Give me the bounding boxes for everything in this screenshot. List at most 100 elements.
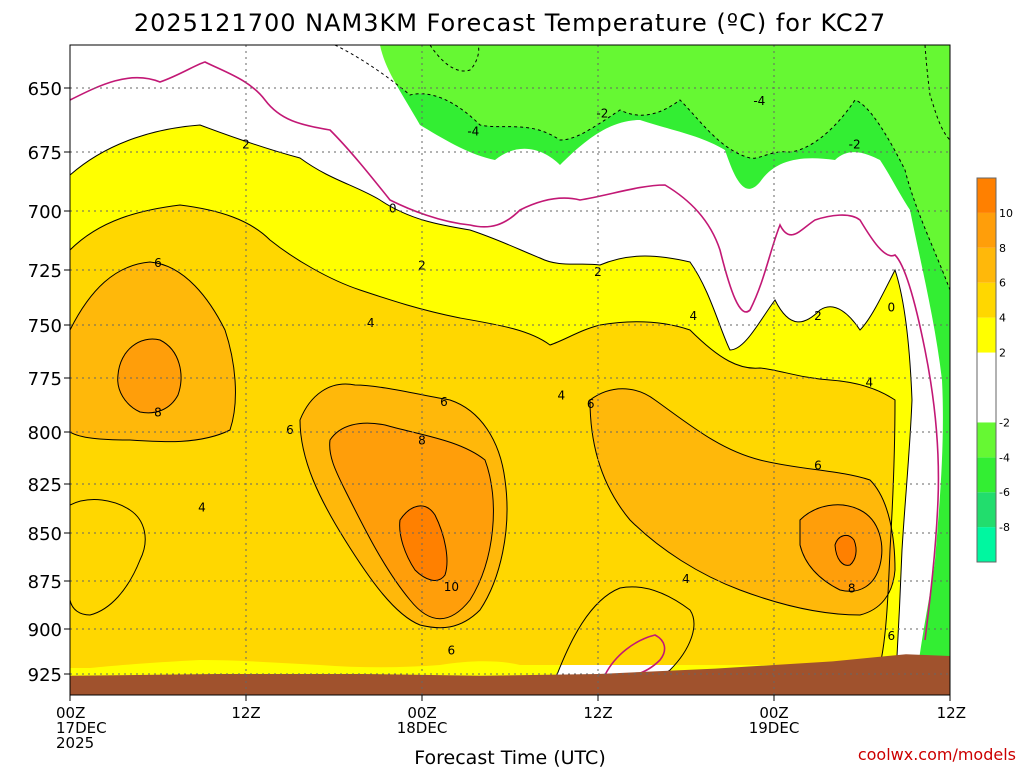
x-tick-label: 12Z xyxy=(231,704,260,722)
plot-area: 2 0 -4 -2 -4 -2 6 2 2 4 4 2 0 8 6 4 6 4 6 8 4 6 10 4 8 6 6 xyxy=(70,45,950,695)
contour-label: -4 xyxy=(753,94,765,108)
contour-line-6c-left xyxy=(70,261,236,443)
x-axis-label: Forecast Time (UTC) xyxy=(414,747,605,768)
x-tick-label: 12Z xyxy=(583,704,612,722)
contour-label: 8 xyxy=(154,406,162,420)
contour-labels: 2 0 -4 -2 -4 -2 6 2 2 4 4 2 0 8 6 4 6 4 6 8 4 6 10 4 8 6 6 xyxy=(154,94,895,658)
contour-label: 6 xyxy=(814,458,822,472)
grid xyxy=(70,45,950,695)
contour-line-minus6c xyxy=(924,45,950,141)
x-tick-label: 19DEC xyxy=(749,719,800,737)
y-tick-label: 700 xyxy=(28,202,62,223)
contour-line-minus2c xyxy=(334,45,950,291)
contour-label: -4 xyxy=(467,125,479,139)
field-10to12-right xyxy=(835,535,857,566)
colorbar-label: 4 xyxy=(999,312,1006,325)
x-tick-label: 17DEC xyxy=(56,719,107,737)
contour-label: 4 xyxy=(866,375,874,389)
field-light-green xyxy=(70,45,950,290)
colorbar-label: -6 xyxy=(999,486,1010,499)
x-tick-label: 00Z xyxy=(407,704,436,722)
contour-line-8c-center xyxy=(329,422,494,620)
contour-label: 2 xyxy=(242,137,250,151)
colorbar-bin xyxy=(977,527,996,562)
colorbar-bin xyxy=(977,247,996,283)
contour-label: 4 xyxy=(558,388,566,402)
contour-label: 6 xyxy=(888,629,896,643)
contour-label: 6 xyxy=(440,395,448,409)
contour-line-6c-center xyxy=(299,383,508,629)
y-tick-label: 900 xyxy=(28,620,62,641)
contour-label: 0 xyxy=(389,202,397,216)
y-tick-label: 800 xyxy=(28,423,62,444)
colorbar-bin xyxy=(977,457,996,493)
y-tick-label: 850 xyxy=(28,524,62,545)
y-tick-label: 725 xyxy=(28,261,62,282)
y-tick-label: 875 xyxy=(28,572,62,593)
field-8to10-left xyxy=(117,339,181,413)
contour-lines-dashed xyxy=(334,45,950,291)
contour-line-pocket-left xyxy=(70,499,146,616)
y-axis: 650 675 700 725 750 775 800 825 850 875 900 925 xyxy=(28,79,70,686)
contour-label: 4 xyxy=(682,572,690,586)
contour-label: 8 xyxy=(418,433,426,447)
colorbar-label: -8 xyxy=(999,521,1010,534)
credit-text: coolwx.com/models xyxy=(858,745,1016,764)
zero-degree-line xyxy=(70,61,940,641)
colorbar-bin xyxy=(977,352,996,423)
contour-label: 0 xyxy=(888,300,896,314)
colorbar-bin xyxy=(977,178,996,213)
y-tick-label: 650 xyxy=(28,79,62,100)
colorbar-label: -4 xyxy=(999,451,1010,464)
contour-label: 6 xyxy=(587,397,595,411)
terrain xyxy=(70,654,950,695)
contour-label: 6 xyxy=(448,644,456,658)
contour-line-2c xyxy=(70,124,913,695)
contour-label: -2 xyxy=(596,107,608,121)
colorbar-bin xyxy=(977,282,996,318)
contour-label: -2 xyxy=(849,137,861,151)
plot-frame xyxy=(69,44,951,696)
x-tick-label: 2025 xyxy=(56,734,94,752)
contour-label: 4 xyxy=(198,501,206,515)
y-tick-label: 750 xyxy=(28,316,62,337)
x-tick-label: 18DEC xyxy=(397,719,448,737)
chart-title: 2025121700 NAM3KM Forecast Temperature (… xyxy=(134,9,886,37)
colorbar-label: -2 xyxy=(999,416,1010,429)
contour-label: 2 xyxy=(594,265,602,279)
colorbar-bin xyxy=(977,317,996,353)
contour-label: 6 xyxy=(154,256,162,270)
field-10to12 xyxy=(399,505,447,581)
colorbar-bin xyxy=(977,492,996,528)
colorbar-bin xyxy=(977,422,996,458)
y-tick-label: 925 xyxy=(28,665,62,686)
contour-line-8c-right xyxy=(799,504,883,592)
contour-label: 10 xyxy=(444,580,459,594)
colorbar: 10 8 6 4 2 -2 -4 -6 -8 xyxy=(976,177,1013,563)
contour-line-minus4c xyxy=(429,45,480,72)
colorbar-frame xyxy=(976,177,997,563)
contour-line-8c-left xyxy=(117,338,182,414)
colorbar-label: 10 xyxy=(999,207,1013,220)
colorbar-label: 8 xyxy=(999,242,1006,255)
contour-label: 6 xyxy=(286,423,294,437)
y-tick-label: 775 xyxy=(28,369,62,390)
contour-label: 4 xyxy=(367,316,375,330)
x-tick-label: 00Z xyxy=(759,704,788,722)
x-tick-label: 00Z xyxy=(56,704,85,722)
y-tick-label: 675 xyxy=(28,143,62,164)
x-tick-label: 12Z xyxy=(937,704,966,722)
contour-label: 4 xyxy=(690,309,698,323)
contour-label: 8 xyxy=(848,582,856,596)
colorbar-bin xyxy=(977,212,996,248)
contour-label: 2 xyxy=(418,258,426,272)
colorbar-label: 2 xyxy=(999,347,1006,360)
contour-line-6c-right xyxy=(589,388,896,616)
contour-line-10c xyxy=(399,505,448,581)
contour-label: 2 xyxy=(814,309,822,323)
colorbar-label: 6 xyxy=(999,277,1006,290)
y-tick-label: 825 xyxy=(28,475,62,496)
contour-line-10c-right xyxy=(834,534,857,566)
